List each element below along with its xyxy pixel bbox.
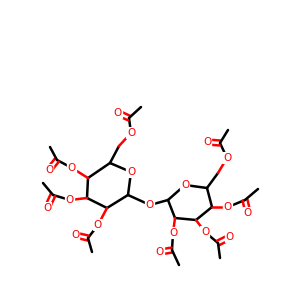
Text: O: O (156, 247, 164, 257)
Text: O: O (169, 228, 177, 238)
Text: O: O (201, 227, 209, 237)
Text: O: O (114, 108, 122, 118)
Text: O: O (94, 220, 102, 230)
Text: O: O (127, 128, 135, 138)
Text: O: O (203, 137, 211, 147)
Text: O: O (181, 180, 189, 190)
Text: O: O (224, 202, 232, 212)
Text: O: O (43, 203, 51, 213)
Text: O: O (223, 153, 231, 163)
Text: O: O (146, 200, 154, 210)
Text: O: O (68, 163, 76, 173)
Text: O: O (244, 208, 252, 218)
Text: O: O (226, 232, 234, 242)
Text: O: O (127, 167, 135, 177)
Text: O: O (66, 195, 74, 205)
Text: O: O (71, 230, 79, 240)
Text: O: O (45, 165, 53, 175)
